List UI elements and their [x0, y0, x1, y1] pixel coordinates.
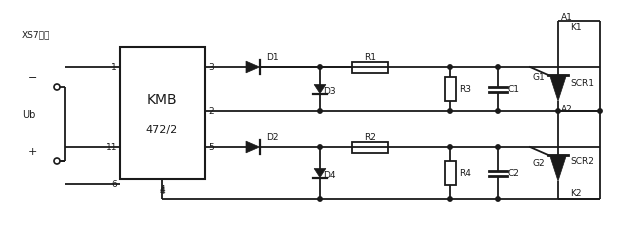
- Text: 4: 4: [159, 187, 165, 196]
- Text: 2: 2: [208, 107, 214, 116]
- Text: K1: K1: [570, 22, 582, 31]
- Text: 1: 1: [111, 63, 117, 72]
- Text: 6: 6: [111, 180, 117, 189]
- Bar: [445, 78, 456, 101]
- Bar: [352, 63, 388, 74]
- Circle shape: [448, 109, 452, 114]
- Text: Ub: Ub: [22, 109, 35, 120]
- Text: G1: G1: [532, 73, 545, 82]
- Text: XS7接口: XS7接口: [22, 30, 51, 39]
- Text: +: +: [28, 146, 37, 156]
- Circle shape: [598, 109, 602, 114]
- Text: K2: K2: [570, 189, 582, 198]
- Polygon shape: [550, 155, 566, 181]
- Circle shape: [556, 109, 560, 114]
- Text: A2: A2: [561, 105, 573, 114]
- Text: C2: C2: [507, 169, 519, 178]
- Text: R4: R4: [459, 169, 471, 178]
- Bar: [120, 48, 205, 179]
- Circle shape: [448, 65, 452, 70]
- Circle shape: [318, 197, 322, 201]
- Text: G2: G2: [532, 159, 545, 168]
- Text: KMB: KMB: [147, 93, 177, 106]
- Circle shape: [496, 65, 500, 70]
- Text: C1: C1: [507, 85, 519, 94]
- Text: A1: A1: [561, 12, 573, 21]
- Circle shape: [496, 145, 500, 150]
- Text: D1: D1: [266, 52, 278, 61]
- Text: 3: 3: [208, 63, 214, 72]
- Polygon shape: [314, 85, 326, 94]
- Bar: [352, 142, 388, 153]
- Text: D3: D3: [323, 87, 335, 96]
- Circle shape: [448, 145, 452, 150]
- Polygon shape: [314, 169, 326, 178]
- Circle shape: [448, 197, 452, 201]
- Text: −: −: [28, 73, 37, 83]
- Polygon shape: [246, 62, 259, 74]
- Text: 5: 5: [208, 143, 214, 152]
- Circle shape: [496, 109, 500, 114]
- Text: 472/2: 472/2: [146, 124, 178, 134]
- Text: R2: R2: [364, 133, 376, 142]
- Text: D4: D4: [323, 171, 335, 180]
- Text: SCR1: SCR1: [570, 79, 594, 88]
- Circle shape: [496, 197, 500, 201]
- Circle shape: [318, 109, 322, 114]
- Text: 11: 11: [106, 143, 117, 152]
- Polygon shape: [246, 142, 259, 153]
- Text: 4: 4: [159, 185, 165, 194]
- Circle shape: [318, 145, 322, 150]
- Text: R3: R3: [459, 85, 471, 94]
- Circle shape: [318, 65, 322, 70]
- Text: D2: D2: [266, 132, 278, 141]
- Polygon shape: [550, 76, 566, 101]
- Text: R1: R1: [364, 53, 376, 62]
- Text: SCR2: SCR2: [570, 156, 594, 165]
- Bar: [445, 161, 456, 185]
